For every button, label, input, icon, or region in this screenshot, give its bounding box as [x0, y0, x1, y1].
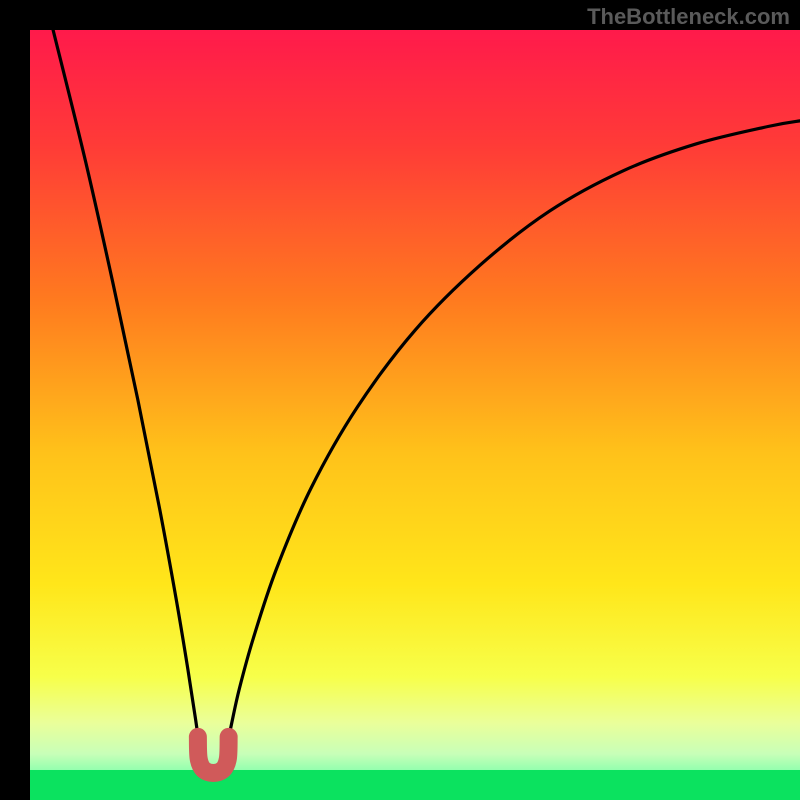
plot-area [30, 30, 800, 800]
bottom-green-band [30, 770, 800, 800]
figure-root: TheBottleneck.com [0, 0, 800, 800]
watermark-text: TheBottleneck.com [587, 4, 790, 30]
